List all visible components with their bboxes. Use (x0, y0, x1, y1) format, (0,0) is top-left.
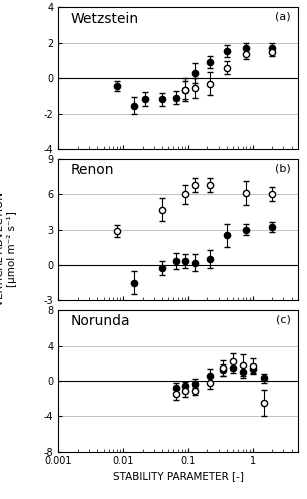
Text: (b): (b) (275, 163, 291, 173)
Text: (a): (a) (275, 12, 291, 22)
Text: (c): (c) (276, 314, 291, 324)
Text: Renon: Renon (70, 163, 114, 177)
Text: Norunda: Norunda (70, 314, 130, 328)
X-axis label: STABILITY PARAMETER [-]: STABILITY PARAMETER [-] (113, 471, 243, 481)
Text: VERTICAL ADVECTION
[μmol m⁻² s⁻¹]: VERTICAL ADVECTION [μmol m⁻² s⁻¹] (0, 193, 17, 306)
Text: Wetzstein: Wetzstein (70, 12, 138, 26)
